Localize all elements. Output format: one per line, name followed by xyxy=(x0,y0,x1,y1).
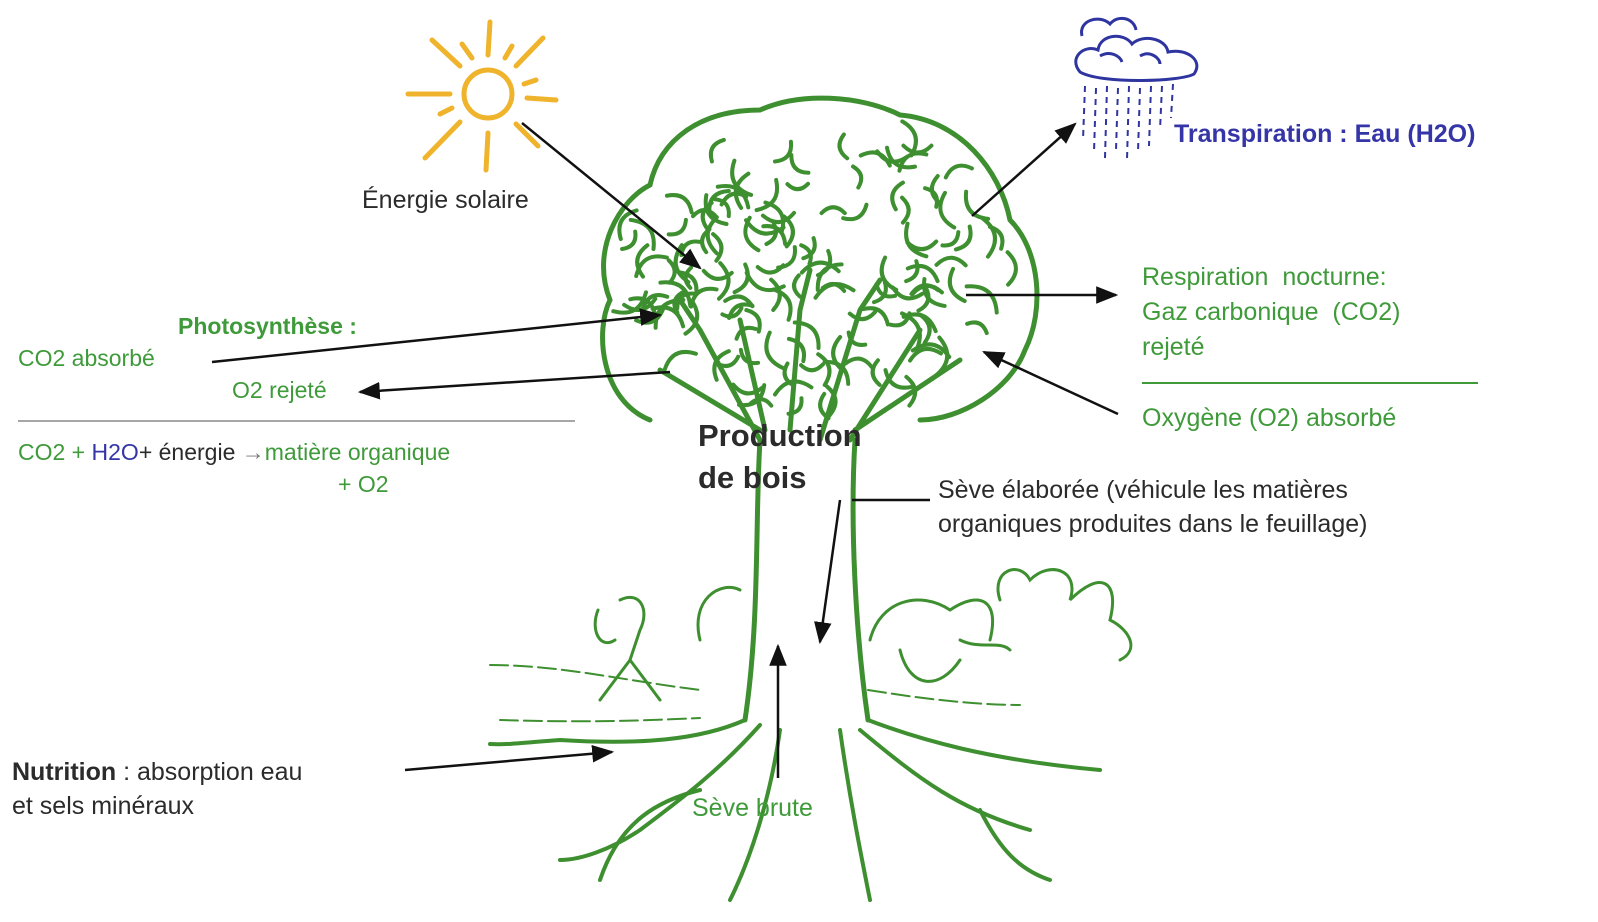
photosynthesis-title: Photosynthèse : xyxy=(178,313,357,339)
leaf xyxy=(713,233,723,261)
transpiration-label: Transpiration : Eau (H2O) xyxy=(1174,120,1475,148)
equation-line2: + O2 xyxy=(338,471,389,497)
leaf xyxy=(793,275,799,296)
leaf xyxy=(863,303,891,325)
leaf xyxy=(667,190,696,213)
equation: CO2 + H2O+ énergie →matière organique xyxy=(18,439,450,465)
leaf xyxy=(758,265,784,273)
leaf xyxy=(843,205,870,224)
wood-label: Production xyxy=(698,418,862,453)
leaf xyxy=(902,197,909,222)
page: Arbre {"sun": {"label": "Énergie solaire… xyxy=(0,0,1598,922)
elaborated-sap-arrow xyxy=(820,500,840,642)
equation-part: H2O xyxy=(92,439,139,465)
leaf xyxy=(822,207,845,213)
leaf xyxy=(899,224,926,261)
elaborated-sap-label: organiques produites dans le feuillage) xyxy=(938,510,1367,538)
diagram: Énergie solaire Transpiration : Eau (H2O… xyxy=(0,0,1598,922)
walker xyxy=(595,597,660,700)
wood-label: de bois xyxy=(698,460,807,495)
sun xyxy=(408,22,556,170)
leaf xyxy=(936,193,954,230)
raw-sap-label: Sève brute xyxy=(692,794,813,822)
trunk-right xyxy=(853,440,868,720)
leaf xyxy=(945,269,965,304)
leaf xyxy=(944,162,972,178)
nutrition-text: : absorption eau xyxy=(116,758,302,786)
leaf xyxy=(801,364,823,370)
leaf xyxy=(787,184,808,190)
nutrition-arrow xyxy=(405,752,612,770)
ground xyxy=(490,665,1020,721)
leaf xyxy=(850,312,876,320)
equation-part: CO2 + xyxy=(18,439,85,465)
leaf xyxy=(1008,252,1017,285)
leaf xyxy=(889,181,903,210)
nutrition-title: Nutrition xyxy=(12,758,116,786)
leaf xyxy=(967,319,989,333)
leaf xyxy=(872,360,880,385)
leaf xyxy=(846,357,873,367)
leaf xyxy=(718,357,740,369)
leaf xyxy=(661,346,696,370)
body: Énergie solaire Transpiration : Eau (H2O… xyxy=(0,0,1598,922)
sun-label: Énergie solaire xyxy=(362,185,529,214)
leaf xyxy=(719,263,729,299)
o2-arrow xyxy=(360,372,670,392)
leaf xyxy=(903,146,931,153)
leaf xyxy=(669,220,690,239)
leaf xyxy=(761,333,784,372)
leaf xyxy=(622,232,639,253)
leaf xyxy=(838,135,847,160)
equation-part: + énergie xyxy=(139,439,236,465)
leaf xyxy=(771,279,781,310)
leaf xyxy=(983,217,998,257)
respiration-line: rejeté xyxy=(1142,333,1205,361)
bushes xyxy=(698,570,1131,682)
leaf xyxy=(707,137,724,161)
respiration-line: Gaz carbonique (CO2) xyxy=(1142,298,1400,326)
equation-part: matière organique xyxy=(265,439,450,465)
leaf xyxy=(931,176,940,204)
nutrition-line2: et sels minéraux xyxy=(12,792,195,820)
leaf xyxy=(937,258,966,266)
o2-released: O2 rejeté xyxy=(232,377,327,403)
elaborated-sap-label: Sève élaborée (véhicule les matières xyxy=(938,476,1348,504)
respiration-line: Respiration nocturne: xyxy=(1142,263,1387,291)
oxygen-label: Oxygène (O2) absorbé xyxy=(1142,404,1396,432)
co2-absorbed: CO2 absorbé xyxy=(18,345,155,371)
leaf xyxy=(818,394,828,420)
leaf xyxy=(787,155,809,177)
equation-part: → xyxy=(242,439,265,465)
leaf xyxy=(853,165,864,187)
nutrition-label: Nutrition : absorption eau xyxy=(12,758,302,786)
